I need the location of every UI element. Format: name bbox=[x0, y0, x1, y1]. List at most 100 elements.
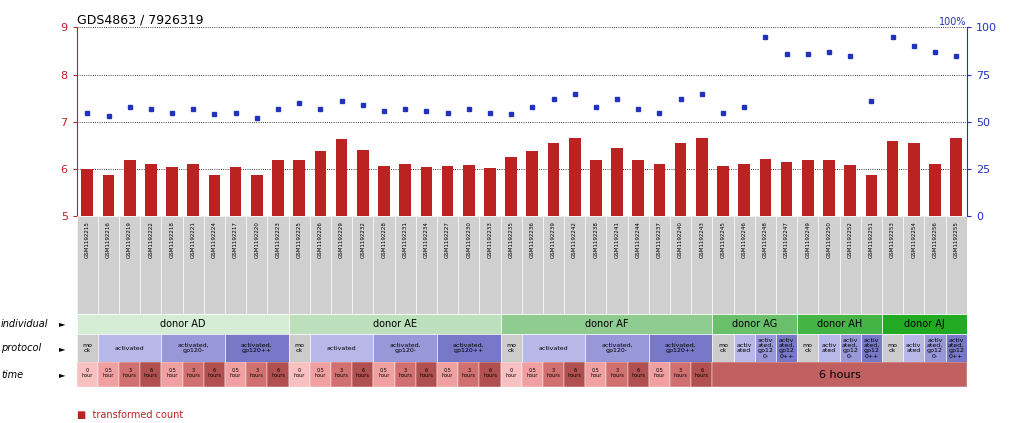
Bar bbox=[882, 217, 903, 313]
Text: GSM1192242: GSM1192242 bbox=[572, 221, 577, 258]
Bar bbox=[247, 362, 267, 387]
Bar bbox=[415, 362, 437, 387]
Text: GSM1192240: GSM1192240 bbox=[678, 221, 683, 258]
Bar bbox=[288, 334, 310, 362]
Bar bbox=[140, 362, 162, 387]
Bar bbox=[818, 217, 840, 313]
Bar bbox=[77, 362, 98, 387]
Bar bbox=[225, 217, 247, 313]
Bar bbox=[458, 362, 480, 387]
Bar bbox=[840, 217, 860, 313]
Bar bbox=[183, 217, 204, 313]
Text: GSM1192216: GSM1192216 bbox=[106, 221, 112, 258]
Bar bbox=[500, 313, 712, 334]
Bar bbox=[98, 217, 119, 313]
Bar bbox=[415, 217, 437, 313]
Text: 3
hours: 3 hours bbox=[546, 368, 561, 379]
Bar bbox=[162, 217, 183, 313]
Text: GSM1192252: GSM1192252 bbox=[848, 221, 853, 258]
Bar bbox=[840, 334, 860, 362]
Text: GSM1192233: GSM1192233 bbox=[487, 221, 492, 258]
Bar bbox=[500, 217, 522, 313]
Text: donor AH: donor AH bbox=[817, 319, 862, 329]
Text: 6 hours: 6 hours bbox=[818, 370, 860, 379]
Text: donor AE: donor AE bbox=[372, 319, 416, 329]
Bar bbox=[585, 217, 607, 313]
Bar bbox=[119, 217, 140, 313]
Bar bbox=[102, 175, 115, 217]
Bar bbox=[887, 141, 898, 217]
Text: 0.5
hour: 0.5 hour bbox=[167, 368, 178, 379]
Bar bbox=[797, 217, 818, 313]
Bar bbox=[717, 166, 728, 217]
Bar bbox=[357, 150, 368, 217]
Text: GSM1192229: GSM1192229 bbox=[339, 221, 344, 258]
Bar bbox=[267, 362, 288, 387]
Text: 0.5
hour: 0.5 hour bbox=[590, 368, 602, 379]
Bar bbox=[500, 362, 522, 387]
Text: 0.5
hour: 0.5 hour bbox=[315, 368, 326, 379]
Bar bbox=[310, 334, 373, 362]
Bar bbox=[929, 164, 941, 217]
Text: 6
hours: 6 hours bbox=[568, 368, 582, 379]
Bar bbox=[331, 362, 352, 387]
Bar bbox=[204, 217, 225, 313]
Text: 6
hours: 6 hours bbox=[356, 368, 369, 379]
Bar bbox=[903, 334, 925, 362]
Text: 3
hours: 3 hours bbox=[335, 368, 349, 379]
Text: activ
ated: activ ated bbox=[737, 343, 752, 353]
Bar bbox=[420, 167, 432, 217]
Text: GSM1192217: GSM1192217 bbox=[233, 221, 238, 258]
Bar bbox=[607, 217, 628, 313]
Bar bbox=[145, 165, 157, 217]
Bar bbox=[267, 217, 288, 313]
Bar bbox=[733, 217, 755, 313]
Text: activ
ated,
gp12
0++: activ ated, gp12 0++ bbox=[779, 338, 795, 359]
Bar bbox=[167, 167, 178, 217]
Bar bbox=[399, 165, 411, 217]
Bar bbox=[628, 217, 649, 313]
Bar bbox=[162, 362, 183, 387]
Text: 0
hour: 0 hour bbox=[294, 368, 305, 379]
Bar bbox=[77, 334, 98, 362]
Text: GSM1192220: GSM1192220 bbox=[255, 221, 260, 258]
Bar bbox=[712, 334, 733, 362]
Text: 6
hours: 6 hours bbox=[695, 368, 709, 379]
Text: activated,
gp120-: activated, gp120- bbox=[390, 343, 421, 353]
Text: GSM1192221: GSM1192221 bbox=[190, 221, 195, 258]
Bar bbox=[692, 362, 712, 387]
Text: 3
hours: 3 hours bbox=[123, 368, 137, 379]
Bar bbox=[739, 164, 750, 217]
Bar bbox=[612, 148, 623, 217]
Bar bbox=[712, 217, 733, 313]
Bar bbox=[209, 175, 220, 217]
Text: GSM1192236: GSM1192236 bbox=[530, 221, 535, 258]
Text: 100%: 100% bbox=[939, 16, 967, 27]
Bar bbox=[225, 334, 288, 362]
Text: mo
ck: mo ck bbox=[295, 343, 304, 353]
Bar bbox=[755, 217, 776, 313]
Text: 0.5
hour: 0.5 hour bbox=[654, 368, 665, 379]
Text: GSM1192230: GSM1192230 bbox=[466, 221, 472, 258]
Bar bbox=[310, 217, 331, 313]
Text: GSM1192251: GSM1192251 bbox=[869, 221, 874, 258]
Bar bbox=[251, 175, 263, 217]
Text: GSM1192227: GSM1192227 bbox=[445, 221, 450, 258]
Bar bbox=[522, 334, 585, 362]
Bar bbox=[373, 217, 395, 313]
Text: activ
ated: activ ated bbox=[821, 343, 837, 353]
Text: 6
hours: 6 hours bbox=[631, 368, 646, 379]
Text: mo
ck: mo ck bbox=[888, 343, 897, 353]
Bar bbox=[802, 160, 813, 217]
Bar bbox=[860, 217, 882, 313]
Bar bbox=[945, 217, 967, 313]
Text: activated: activated bbox=[326, 346, 356, 351]
Bar bbox=[692, 217, 712, 313]
Text: 6
hours: 6 hours bbox=[144, 368, 158, 379]
Text: 0.5
hour: 0.5 hour bbox=[442, 368, 453, 379]
Text: activated: activated bbox=[115, 346, 144, 351]
Text: activ
ated: activ ated bbox=[906, 343, 922, 353]
Bar bbox=[543, 362, 564, 387]
Bar bbox=[649, 217, 670, 313]
Text: GSM1192235: GSM1192235 bbox=[508, 221, 514, 258]
